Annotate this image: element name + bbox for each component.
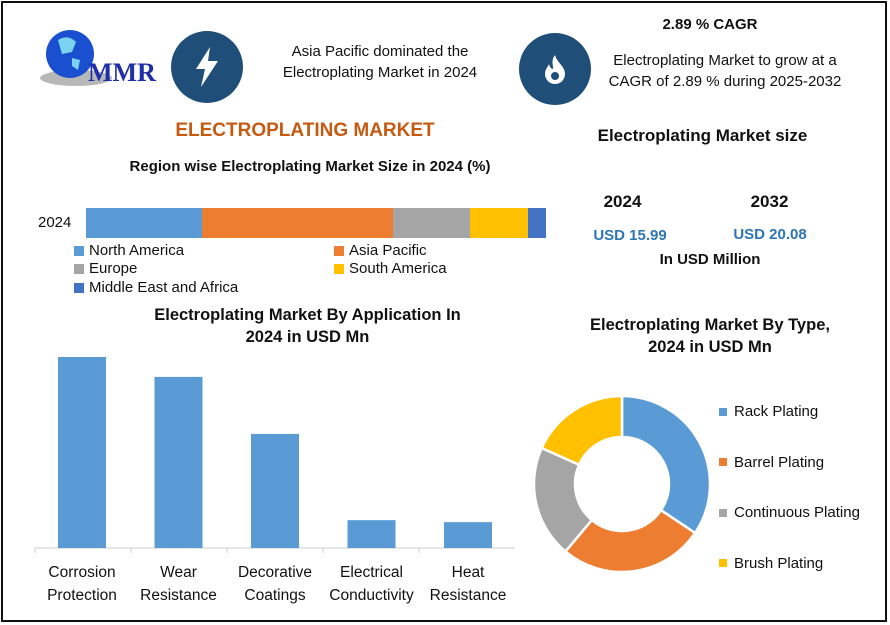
legend-swatch [719,407,727,416]
legend-item: Barrel Plating [719,454,824,471]
legend-swatch [74,245,84,256]
size-title: Electroplating Market size [597,126,808,145]
legend-item: Europe [74,260,137,277]
legend-label: Asia Pacific [349,242,427,259]
donut-slice [540,394,624,467]
stacked-bar [86,208,546,238]
legend-item: North America [74,242,184,259]
main-title: ELECTROPLATING MARKET [175,120,435,141]
stacked-segment [469,208,528,238]
legend-swatch [719,559,727,567]
stacked-segment [201,208,393,238]
cagr-title: 2.89 % CAGR [662,16,758,33]
legend-swatch [334,245,344,256]
legend-label: South America [349,260,447,277]
legend-swatch [74,282,84,293]
legend-item: Rack Plating [719,403,818,420]
category-label: Decorative Coatings [237,564,313,604]
application-bar [58,357,106,548]
stacked-segment [527,208,546,238]
flame-icon [519,33,591,105]
stacked-segment [86,208,202,238]
size-value-2032: USD 20.08 [733,226,807,243]
size-value-2024: USD 15.99 [593,227,667,244]
legend-item: South America [334,260,447,277]
legend-label: Rack Plating [734,403,819,420]
legend-label: Brush Plating [734,554,824,572]
legend-swatch [334,263,344,274]
size-unit: In USD Million [659,251,761,268]
donut-slice [620,394,710,535]
lightning-icon [171,31,243,103]
globe-icon [40,30,112,86]
application-chart-title: Electroplating Market By Application In … [154,306,461,346]
region-chart-title: Region wise Electroplating Market Size i… [129,158,491,175]
legend-item: Middle East and Africa [74,279,238,296]
legend-label: Barrel Plating [734,453,825,471]
application-bar [154,376,203,548]
type-donut-chart [532,394,710,574]
legend-swatch [719,458,727,466]
application-bar [251,433,299,548]
dominance-text: Asia Pacific dominated the Electroplatin… [282,43,478,81]
legend-label: Middle East and Africa [89,279,239,296]
category-label: Electrical Conductivity [329,564,414,604]
legend-item: Asia Pacific [334,242,427,259]
legend-label: North America [89,242,185,259]
type-chart-title: Electroplating Market By Type, 2024 in U… [590,316,830,356]
size-year-2024: 2024 [603,192,642,211]
legend-item: Continuous Plating [719,504,860,521]
legend-swatch [74,263,84,274]
category-label: Heat Resistance [429,564,507,604]
legend-label: Continuous Plating [734,504,860,521]
stacked-segment [392,208,470,238]
application-chart [34,357,515,553]
stacked-bar-category: 2024 [38,214,72,231]
category-label: Wear Resistance [140,564,217,604]
application-bar [444,522,492,548]
donut-slice [563,508,697,574]
application-bar [347,520,396,548]
legend-label: Europe [89,260,138,277]
cagr-text: Electroplating Market to grow at a CAGR … [608,52,842,90]
legend-swatch [719,508,727,517]
size-year-2032: 2032 [750,192,789,211]
mmr-logo: MMR [36,26,166,90]
legend-item: Brush Plating [719,555,823,572]
category-label: Corrosion Protection [47,564,117,604]
